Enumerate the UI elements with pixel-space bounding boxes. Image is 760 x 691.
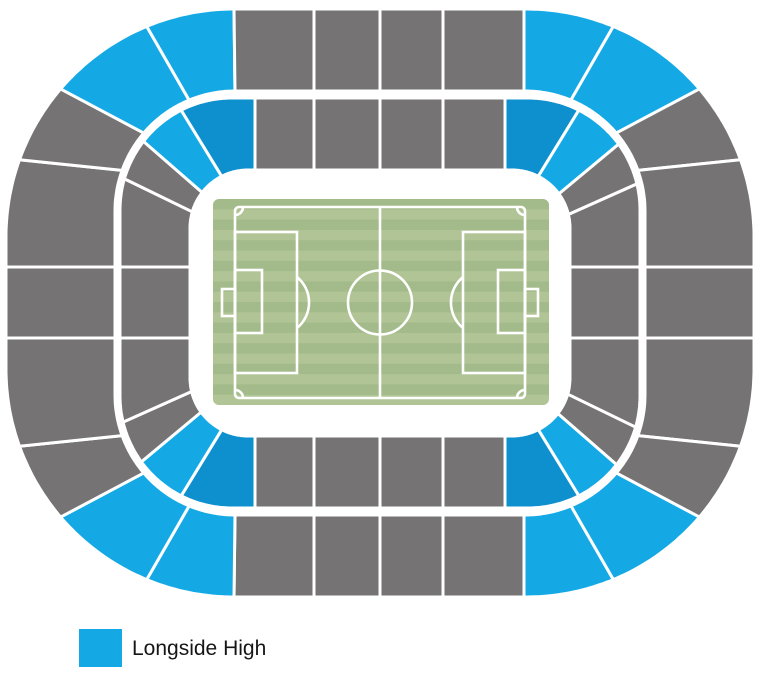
section-outer-25 (232, 7, 316, 93)
section-inner-2 (441, 96, 507, 172)
section-outer-26 (312, 7, 382, 93)
section-outer-13 (378, 513, 445, 599)
section-inner-1 (378, 96, 445, 172)
section-outer-1 (378, 7, 445, 93)
section-inner-26 (312, 96, 382, 172)
section-inner-7 (568, 265, 642, 340)
section-outer-19 (4, 336, 124, 448)
section-outer-6 (636, 158, 756, 269)
ring-outer (4, 7, 756, 599)
section-outer-21 (4, 158, 124, 269)
section-inner-15 (253, 434, 316, 510)
section-outer-14 (312, 513, 382, 599)
section-inner-13 (378, 434, 445, 510)
section-inner-14 (312, 434, 382, 510)
legend: Longside High (79, 629, 266, 667)
pitch (213, 199, 549, 405)
section-inner-12 (441, 434, 507, 510)
legend-label: Longside High (132, 636, 267, 660)
ring-inner (118, 96, 642, 510)
stadium-map (4, 7, 756, 599)
section-outer-12 (441, 513, 526, 599)
stadium-svg (4, 7, 756, 599)
section-inner-25 (253, 96, 316, 172)
legend-swatch-longside-high (79, 629, 122, 667)
section-inner-20 (118, 265, 192, 340)
section-outer-15 (232, 513, 316, 599)
section-outer-7 (643, 265, 756, 340)
section-outer-2 (441, 7, 526, 93)
pitch-markings (220, 205, 540, 400)
section-outer-20 (4, 265, 117, 340)
section-outer-8 (636, 336, 756, 448)
